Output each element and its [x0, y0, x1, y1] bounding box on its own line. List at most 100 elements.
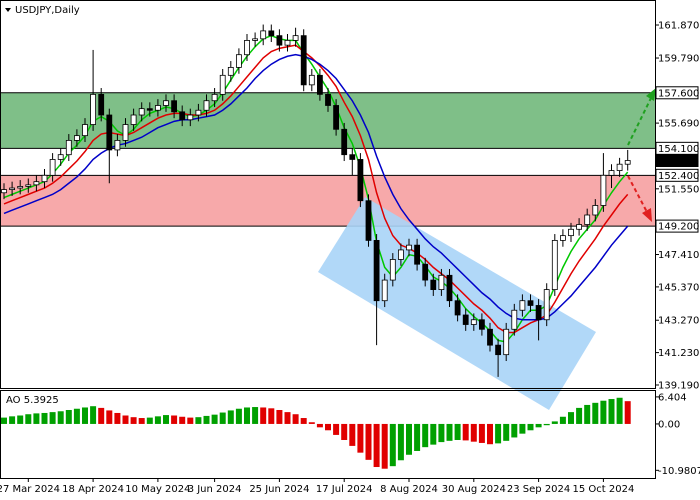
ao-bar [373, 423, 380, 468]
ao-bar [65, 410, 72, 424]
ao-bar [171, 415, 178, 424]
candle-body [511, 309, 518, 330]
candle-body [260, 30, 267, 40]
candle-body [406, 244, 412, 251]
candle-body [276, 35, 283, 46]
y-tick-label: 149.200 [658, 222, 699, 233]
ao-bar [616, 397, 623, 424]
main-frame [0, 0, 656, 389]
ao-bar [203, 415, 210, 424]
y-tick-label: 6.404 [658, 392, 687, 403]
ao-bar [219, 412, 226, 424]
ao-bar [422, 423, 429, 448]
candle-body [41, 174, 48, 183]
candle-body [430, 279, 437, 290]
ao-bar [462, 423, 469, 441]
candle-body [49, 159, 56, 176]
candle-body [584, 214, 591, 225]
y-tick-label: 143.270 [658, 316, 699, 327]
ao-bar [349, 423, 356, 446]
ao-bar [357, 423, 364, 453]
y-tick-label: 157.600 [658, 88, 699, 99]
candle-body [470, 319, 477, 325]
candle-body [365, 200, 372, 241]
ao-bar [397, 423, 404, 461]
ao-bar [438, 423, 445, 443]
candle-body [414, 244, 421, 265]
plot [1, 24, 631, 469]
x-tick-label: 15 Oct 2024 [572, 484, 634, 495]
ao-bar [187, 417, 194, 424]
ao-bar [592, 402, 599, 424]
ao-bar [41, 412, 48, 424]
candle-body [25, 184, 32, 187]
ao-bar [154, 416, 161, 424]
ao-bar [260, 407, 267, 424]
candle-body [252, 38, 259, 41]
up-arrow-head [646, 88, 656, 101]
candle-body [65, 140, 72, 156]
candle-body [235, 54, 242, 68]
menu-icon[interactable] [5, 8, 11, 12]
ao-bar [1, 417, 7, 424]
x-tick-label: 30 Aug 2024 [442, 484, 506, 495]
candle-body [74, 135, 80, 141]
x-tick-label: 18 Apr 2024 [62, 484, 124, 495]
ao-bar [235, 408, 242, 424]
ao-bar [535, 423, 542, 428]
ao-bar [543, 423, 550, 426]
candle-body [373, 239, 380, 302]
ao-last-value: 5.3925 [24, 395, 59, 406]
y-tick-label: 161.870 [658, 21, 699, 32]
x-tick-label: 8 Aug 2024 [380, 484, 438, 495]
candle-body [462, 314, 469, 325]
ao-bar [33, 413, 40, 424]
candle-body [195, 109, 202, 116]
ao-bar [381, 423, 388, 469]
y-tick-label: 153.333 [658, 156, 699, 167]
ao-bar [584, 404, 591, 424]
y-tick-label: 151.550 [658, 184, 699, 195]
candle-body [454, 300, 461, 316]
candle-body [527, 300, 534, 306]
candle-body [82, 124, 88, 137]
candle-body [57, 154, 64, 160]
candle-body [600, 174, 607, 206]
ao-bar [624, 401, 631, 424]
ao-bar [284, 412, 291, 424]
candle-body [90, 93, 96, 125]
y-tick-label: 147.410 [658, 250, 699, 261]
x-tick-label: 3 Jun 2024 [188, 484, 242, 495]
candle-body [349, 154, 356, 160]
candle-body [211, 93, 218, 102]
candle-body [187, 114, 194, 121]
ao-bar [146, 417, 153, 424]
ao-bar [446, 423, 453, 441]
candle-body [292, 35, 299, 41]
ao-bar [308, 422, 315, 424]
candle-body [219, 74, 226, 95]
candle-body [130, 114, 137, 125]
ao-bar [551, 421, 558, 424]
ao-bar [511, 423, 518, 438]
ao-bar [244, 407, 250, 424]
candle-body [381, 279, 388, 302]
ao-bar [576, 407, 583, 424]
ao-bar [82, 407, 88, 424]
ao-bar [90, 406, 97, 424]
ao-bar [98, 407, 105, 424]
y-tick-label: 154.100 [658, 144, 699, 155]
candle-body [478, 319, 485, 330]
ao-bar [106, 410, 113, 424]
candle-body [316, 74, 323, 95]
candle-body [422, 263, 429, 281]
y-tick-label: 152.400 [658, 171, 699, 182]
candle-body [624, 160, 631, 165]
candle-body [608, 170, 615, 176]
ao-bar [49, 412, 56, 424]
ao-frame [0, 390, 656, 479]
ao-bar [227, 410, 234, 424]
candle-body [244, 40, 250, 56]
candle-body [341, 128, 348, 156]
ao-bar [389, 423, 396, 467]
